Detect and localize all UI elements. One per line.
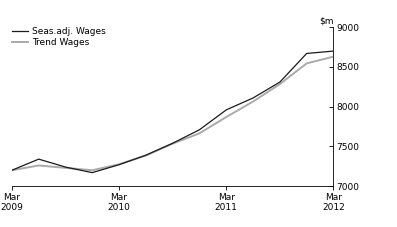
Text: $m: $m (319, 17, 333, 26)
Legend: Seas.adj. Wages, Trend Wages: Seas.adj. Wages, Trend Wages (12, 27, 106, 47)
